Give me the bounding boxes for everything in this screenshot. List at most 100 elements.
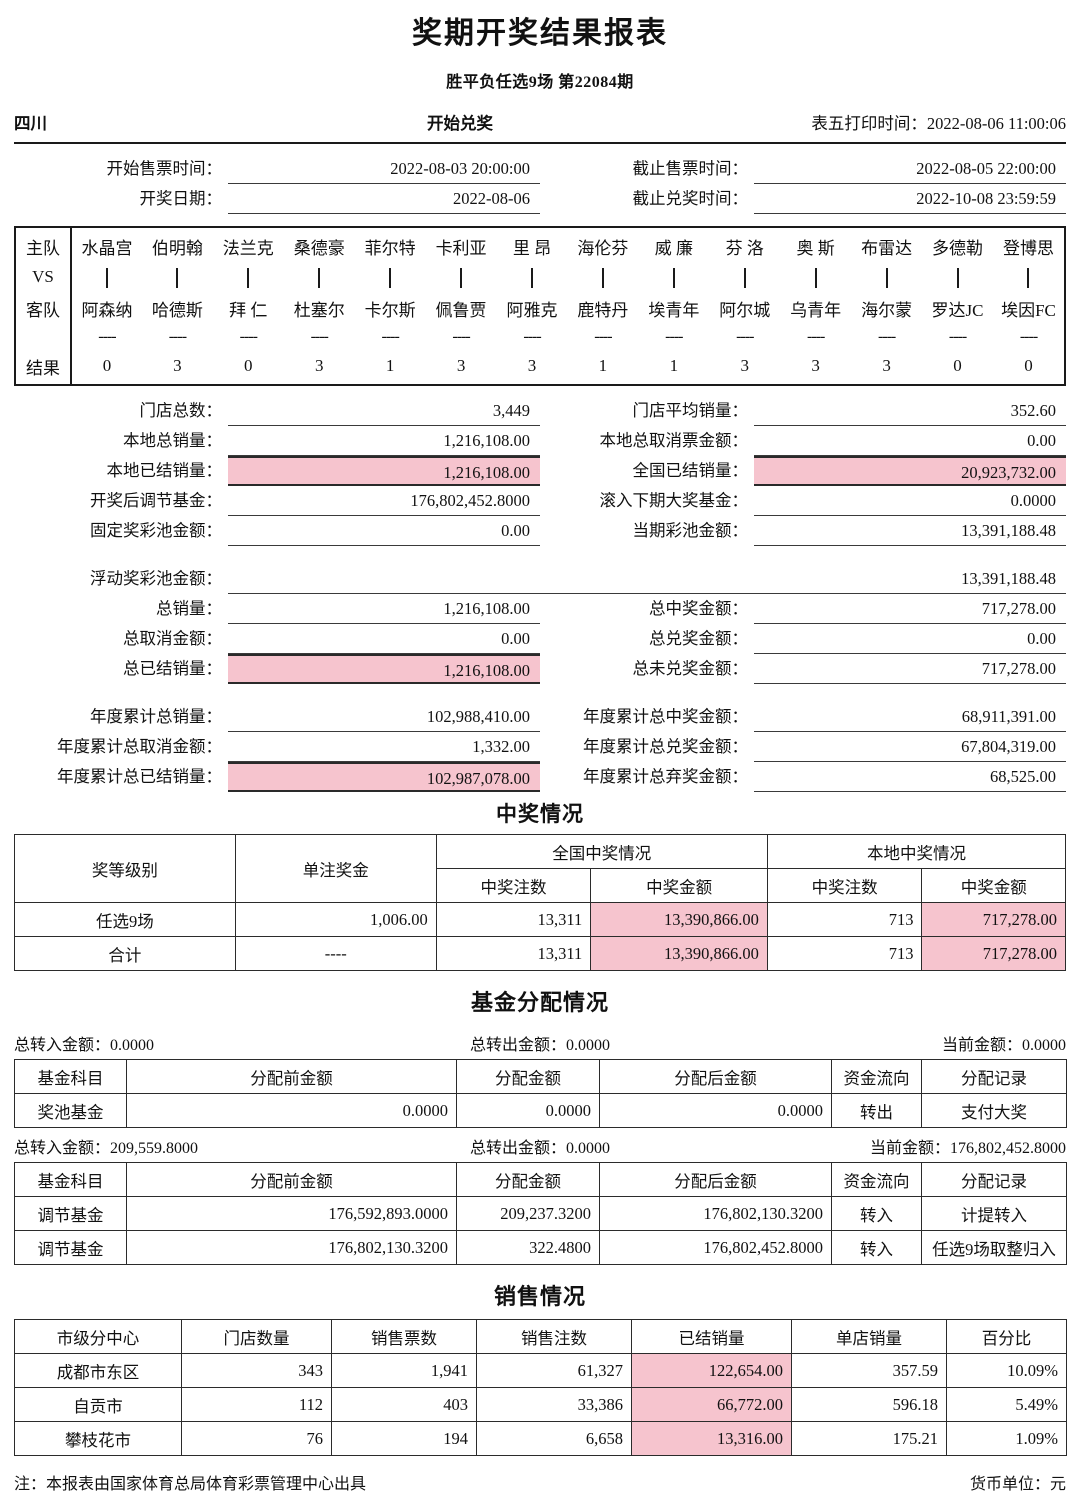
stat-label: 门店总数：: [139, 401, 223, 420]
dash-cell: ----: [807, 328, 825, 345]
sales-bets-cell: 6,658: [476, 1421, 632, 1456]
sales-stores-cell: 343: [181, 1353, 332, 1388]
stat-label: 总已结销量：: [123, 659, 222, 678]
stat-label: 年度累计总中奖金额：: [583, 707, 748, 726]
sales-tickets-cell: 403: [331, 1387, 477, 1422]
stat-row: 总取消金额： 0.00 总兑奖金额： 0.00: [14, 624, 1066, 654]
redeem-end-value: 2022-10-08 23:59:59: [754, 184, 1066, 214]
dash-cell: ----: [665, 328, 683, 345]
stat-label: 本地总取消票金额：: [599, 431, 749, 450]
prize-loc-amount-cell: 717,278.00: [921, 936, 1066, 971]
table-row: 成都市东区 343 1,941 61,327 122,654.00 357.59…: [14, 1353, 1067, 1388]
sales-header-bets: 销售注数: [476, 1319, 632, 1354]
away-team-cell: 阿尔城: [719, 300, 771, 320]
home-team-cell: 水晶宫: [81, 238, 133, 258]
table-row: 攀枝花市 76 194 6,658 13,316.00 175.21 1.09%: [14, 1421, 1067, 1456]
stat-row: 开奖后调节基金： 176,802,452.8000 滚入下期大奖基金： 0.00…: [14, 486, 1066, 516]
sales-center-cell: 自贡市: [14, 1387, 182, 1422]
footer-note: 注：本报表由国家体育总局体育彩票管理中心出具: [14, 1476, 367, 1493]
vertical-bar-icon: [1027, 267, 1030, 288]
sales-tickets-cell: 194: [331, 1421, 477, 1456]
vertical-bar-icon: [743, 267, 746, 288]
vertical-bar-icon: [672, 267, 675, 288]
result-cell: 1: [385, 356, 395, 375]
vs-separator-cell: [355, 264, 426, 290]
vs-separator-cell: [497, 264, 568, 290]
stat-row: 固定奖彩池金额： 0.00 当期彩池金额： 13,391,188.48: [14, 516, 1066, 546]
page-title: 奖期开奖结果报表: [412, 17, 668, 50]
away-team-cell: 拜 仁: [229, 300, 268, 320]
match-row-label-result: 结果: [16, 348, 72, 384]
fund-header-before: 分配前金额: [126, 1059, 457, 1094]
table-row: 调节基金 176,592,893.0000 209,237.3200 176,8…: [14, 1196, 1067, 1231]
away-team-cell: 鹿特丹: [577, 300, 629, 320]
stat-label: 总未兑奖金额：: [632, 659, 749, 678]
fund-after-cell: 176,802,130.3200: [599, 1196, 832, 1231]
vs-separator-cell: [426, 264, 497, 290]
fund-header-after: 分配后金额: [599, 1059, 832, 1094]
sales-header-settled: 已结销量: [631, 1319, 792, 1354]
fund-table-1: 基金科目 分配前金额 分配金额 分配后金额 资金流向 分配记录 奖池基金 0.0…: [14, 1059, 1067, 1128]
vertical-bar-icon: [885, 267, 888, 288]
fund-table-2: 基金科目 分配前金额 分配金额 分配后金额 资金流向 分配记录 调节基金 176…: [14, 1162, 1067, 1265]
header-divider: [14, 142, 1066, 144]
print-time-label: 表五打印时间：2022-08-06 11:00:06: [811, 114, 1066, 133]
prize-nat-bets-cell: 13,311: [435, 902, 592, 937]
match-result-row: 结果 0 3 0 3 1 3 3 1 1 3 3 3 0 0: [16, 348, 1064, 384]
fund-header-amount: 分配金额: [456, 1162, 600, 1197]
sales-center-cell: 攀枝花市: [14, 1421, 182, 1456]
stat-value: 0.00: [754, 426, 1066, 456]
sales-stores-cell: 76: [181, 1421, 332, 1456]
sales-percent-cell: 10.09%: [946, 1353, 1067, 1388]
sales-header-center: 市级分中心: [14, 1319, 182, 1354]
result-cell: 0: [1024, 356, 1033, 375]
dash-cell: ----: [594, 328, 612, 345]
fund-subject-cell: 调节基金: [14, 1230, 127, 1265]
draw-date-label: 开奖日期：: [139, 189, 223, 208]
footer-currency: 货币单位：元: [969, 1476, 1066, 1493]
sales-header-row: 市级分中心 门店数量 销售票数 销售注数 已结销量 单店销量 百分比: [14, 1319, 1067, 1354]
home-team-cell: 多德勒: [932, 238, 984, 258]
sale-end-label: 截止售票时间：: [632, 159, 749, 178]
fund-header-row: 基金科目 分配前金额 分配金额 分配后金额 资金流向 分配记录: [14, 1162, 1067, 1197]
home-team-cell: 法兰克: [222, 238, 274, 258]
result-cell: 0: [953, 356, 962, 375]
fund-total-out-label: 总转出金额：0.0000: [470, 1140, 611, 1157]
sales-section-title: 销售情况: [493, 1284, 586, 1309]
stat-value: 13,391,188.48: [754, 516, 1066, 546]
sale-end-value: 2022-08-05 22:00:00: [754, 154, 1066, 184]
stat-label: 本地总销量：: [123, 431, 222, 450]
stat-row: 本地总销量： 1,216,108.00 本地总取消票金额： 0.00: [14, 426, 1066, 456]
home-team-cell: 海伦芬: [577, 238, 629, 258]
fund-flow-cell: 转出: [831, 1093, 922, 1128]
sales-bets-cell: 61,327: [476, 1353, 632, 1388]
fund-current-label: 当前金额：0.0000: [942, 1037, 1067, 1054]
stat-label: 门店平均销量：: [632, 401, 749, 420]
match-row-label-blank: [16, 326, 72, 348]
vertical-bar-icon: [956, 267, 959, 288]
fund-header-flow: 资金流向: [831, 1059, 922, 1094]
dash-cell: ----: [1019, 328, 1038, 345]
fund-amount-cell: 322.4800: [456, 1230, 600, 1265]
float-pool-value: 13,391,188.48: [228, 564, 1066, 594]
stat-value: 68,525.00: [754, 762, 1066, 792]
home-team-cell: 奥 斯: [796, 238, 835, 258]
match-vs-row: VS: [16, 264, 1064, 290]
prize-header-local-bets: 中奖注数: [766, 868, 923, 903]
stat-label: 全国已结销量：: [632, 461, 749, 480]
prize-loc-bets-cell: 713: [766, 902, 923, 937]
match-row-label-away: 客队: [16, 290, 72, 326]
fund-summary-1: 总转入金额：0.0000 总转出金额：0.0000 当前金额：0.0000: [0, 1025, 1080, 1059]
status-label: 开始兑奖: [427, 114, 493, 133]
dash-cell: ----: [310, 328, 329, 345]
stat-value: 717,278.00: [754, 654, 1066, 684]
dash-cell: ----: [98, 328, 116, 345]
fund-flow-cell: 转入: [831, 1196, 922, 1231]
result-cell: 0: [102, 356, 112, 375]
stat-value-highlighted: 102,987,078.00: [228, 762, 540, 792]
date-row-sale: 开始售票时间： 2022-08-03 20:00:00 截止售票时间： 2022…: [14, 154, 1066, 184]
report-page: 奖期开奖结果报表 胜平负任选9场 第22084期 四川 开始兑奖 表五打印时间：…: [0, 17, 1080, 1493]
fund-total-in-label: 总转入金额：209,559.8000: [14, 1140, 199, 1157]
vertical-bar-icon: [601, 267, 604, 288]
draw-date-value: 2022-08-06: [228, 184, 540, 214]
